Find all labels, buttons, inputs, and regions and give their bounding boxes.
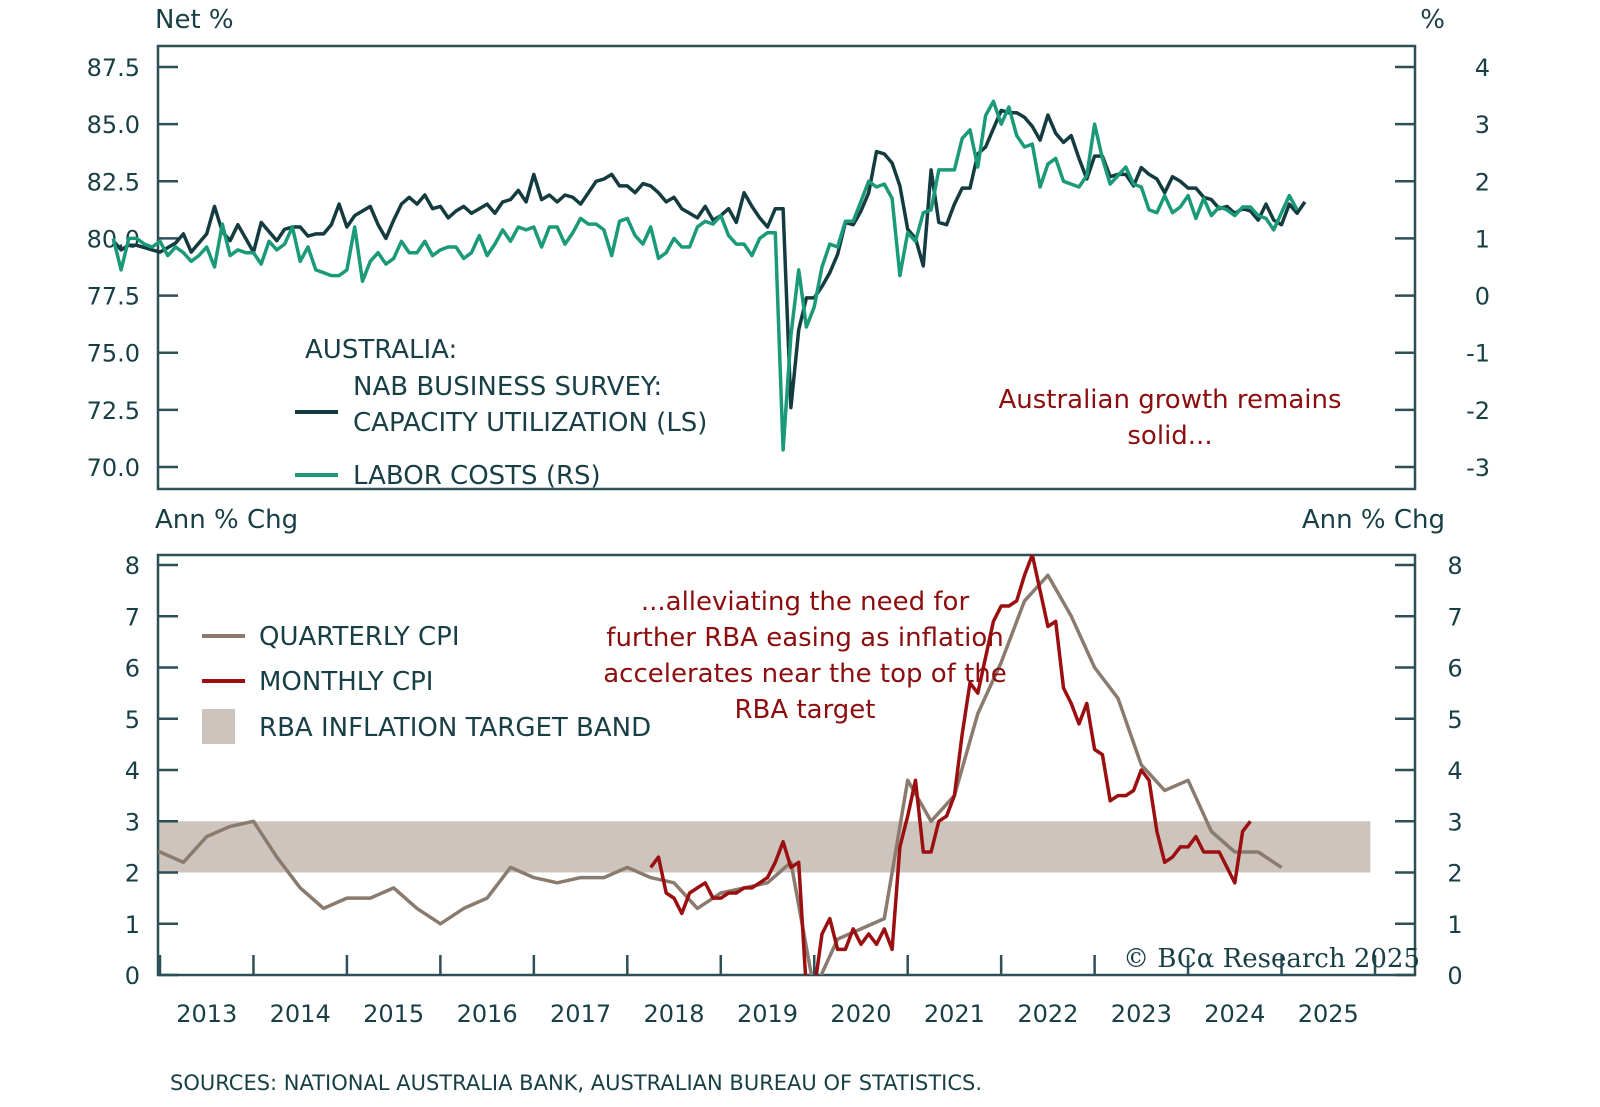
series-line-nab xyxy=(111,108,1307,410)
bottom-left-tick-label: 1 xyxy=(125,911,140,939)
x-tick-label: 2021 xyxy=(924,1000,985,1028)
legend-label-nab-line1: NAB BUSINESS SURVEY: xyxy=(353,372,662,402)
bottom-right-tick-label: 0 xyxy=(1447,962,1462,990)
top-left-axis-unit: Net % xyxy=(155,5,234,35)
x-tick-label: 2015 xyxy=(363,1000,424,1028)
bottom-left-tick-label: 5 xyxy=(125,706,140,734)
bottom-right-axis-unit: Ann % Chg xyxy=(1302,505,1445,535)
bottom-right-tick-label: 2 xyxy=(1447,860,1462,888)
legend-label-nab-line2: CAPACITY UTILIZATION (LS) xyxy=(353,408,707,438)
bottom-annotation-line2: further RBA easing as inflation xyxy=(606,623,1003,653)
top-left-tick-label: 82.5 xyxy=(87,168,140,196)
top-right-tick-label: -3 xyxy=(1466,454,1490,482)
top-right-axis-unit: % xyxy=(1420,5,1445,35)
bottom-panel: Ann % Chg Ann % Chg 8 8 7 7 6 6 5 5 4 4 3 3 2 2 1 1 0 0 2… xyxy=(125,505,1463,1028)
bottom-plot-frame xyxy=(156,553,1417,977)
series-line-monthly-cpi xyxy=(649,555,1252,975)
bottom-annotation-line1: ...alleviating the need for xyxy=(641,587,970,617)
x-tick-label: 2018 xyxy=(643,1000,704,1028)
bottom-left-axis-unit: Ann % Chg xyxy=(155,505,298,535)
top-series-group xyxy=(111,99,1307,452)
bottom-right-tick-label: 5 xyxy=(1447,706,1462,734)
x-tick-label: 2024 xyxy=(1204,1000,1265,1028)
bottom-left-tick-label: 4 xyxy=(125,757,140,785)
x-tick-label: 2016 xyxy=(457,1000,518,1028)
copyright-notice: © BCα Research 2025 xyxy=(1123,944,1420,974)
x-tick-label: 2020 xyxy=(830,1000,891,1028)
top-right-tick-label: -1 xyxy=(1466,340,1490,368)
top-left-tick-label: 70.0 xyxy=(87,454,140,482)
series-line-quarterly-cpi xyxy=(158,573,1283,975)
top-right-tick-label: 2 xyxy=(1475,168,1490,196)
legend-swatch-target-band xyxy=(202,709,235,744)
legend-label-target-band: RBA INFLATION TARGET BAND xyxy=(259,713,651,743)
top-legend: AUSTRALIA: NAB BUSINESS SURVEY: CAPACITY… xyxy=(295,335,707,491)
x-tick-label: 2014 xyxy=(270,1000,331,1028)
top-annotation-line1: Australian growth remains xyxy=(998,385,1341,415)
legend-label-labor: LABOR COSTS (RS) xyxy=(353,461,601,491)
bottom-series-group xyxy=(158,555,1283,975)
legend-label-quarterly-cpi: QUARTERLY CPI xyxy=(259,622,460,652)
x-tick-label: 2017 xyxy=(550,1000,611,1028)
top-left-axis: 87.585.082.580.077.575.072.570.0 xyxy=(87,54,178,482)
bottom-right-tick-label: 6 xyxy=(1447,655,1462,683)
top-right-tick-label: 4 xyxy=(1475,54,1490,82)
top-left-tick-label: 72.5 xyxy=(87,397,140,425)
bottom-y-axes: 8 8 7 7 6 6 5 5 4 4 3 3 2 2 1 1 0 0 xyxy=(125,552,1463,990)
bottom-left-tick-label: 8 xyxy=(125,552,140,580)
top-left-tick-label: 87.5 xyxy=(87,54,140,82)
top-right-tick-label: 0 xyxy=(1475,283,1490,311)
bottom-left-tick-label: 7 xyxy=(125,603,140,631)
top-plot-frame xyxy=(156,44,1417,491)
top-left-tick-label: 85.0 xyxy=(87,111,140,139)
top-left-tick-label: 77.5 xyxy=(87,283,140,311)
rba-target-band xyxy=(158,821,1371,873)
x-tick-label: 2023 xyxy=(1111,1000,1172,1028)
legend-label-monthly-cpi: MONTHLY CPI xyxy=(259,667,433,697)
bottom-annotation-line4: RBA target xyxy=(734,695,875,725)
legend-heading-australia: AUSTRALIA: xyxy=(305,335,457,365)
x-tick-label: 2022 xyxy=(1017,1000,1078,1028)
x-tick-label: 2019 xyxy=(737,1000,798,1028)
x-tick-label: 2013 xyxy=(176,1000,237,1028)
top-left-tick-label: 75.0 xyxy=(87,340,140,368)
bottom-left-tick-label: 2 xyxy=(125,860,140,888)
top-right-axis: 4 3 2 1 0 -1 -2 -3 xyxy=(1395,54,1490,482)
bottom-right-tick-label: 3 xyxy=(1447,808,1462,836)
bottom-right-tick-label: 8 xyxy=(1447,552,1462,580)
x-tick-label: 2025 xyxy=(1298,1000,1359,1028)
series-line-labor xyxy=(111,99,1299,452)
bottom-right-tick-label: 4 xyxy=(1447,757,1462,785)
bottom-x-axis: 2013 2014 2015 2016 2017 2018 2019 2020 2021 2022… xyxy=(158,955,1377,1028)
bottom-left-tick-label: 0 xyxy=(125,962,140,990)
sources-footnote: SOURCES: NATIONAL AUSTRALIA BANK, AUSTRA… xyxy=(170,1071,982,1095)
top-right-tick-label: 1 xyxy=(1475,225,1490,253)
top-right-tick-label: 3 xyxy=(1475,111,1490,139)
bottom-annotation-line3: accelerates near the top of the xyxy=(603,659,1007,689)
bottom-right-tick-label: 7 xyxy=(1447,603,1462,631)
bottom-left-tick-label: 6 xyxy=(125,655,140,683)
top-right-tick-label: -2 xyxy=(1466,397,1490,425)
bottom-left-tick-label: 3 xyxy=(125,808,140,836)
bottom-legend: QUARTERLY CPI MONTHLY CPI RBA INFLATION … xyxy=(202,622,651,744)
bottom-right-tick-label: 1 xyxy=(1447,911,1462,939)
top-panel: Net % % 87.585.082.580.077.575.072.570.0… xyxy=(87,5,1490,491)
top-annotation-line2: solid... xyxy=(1127,421,1212,451)
